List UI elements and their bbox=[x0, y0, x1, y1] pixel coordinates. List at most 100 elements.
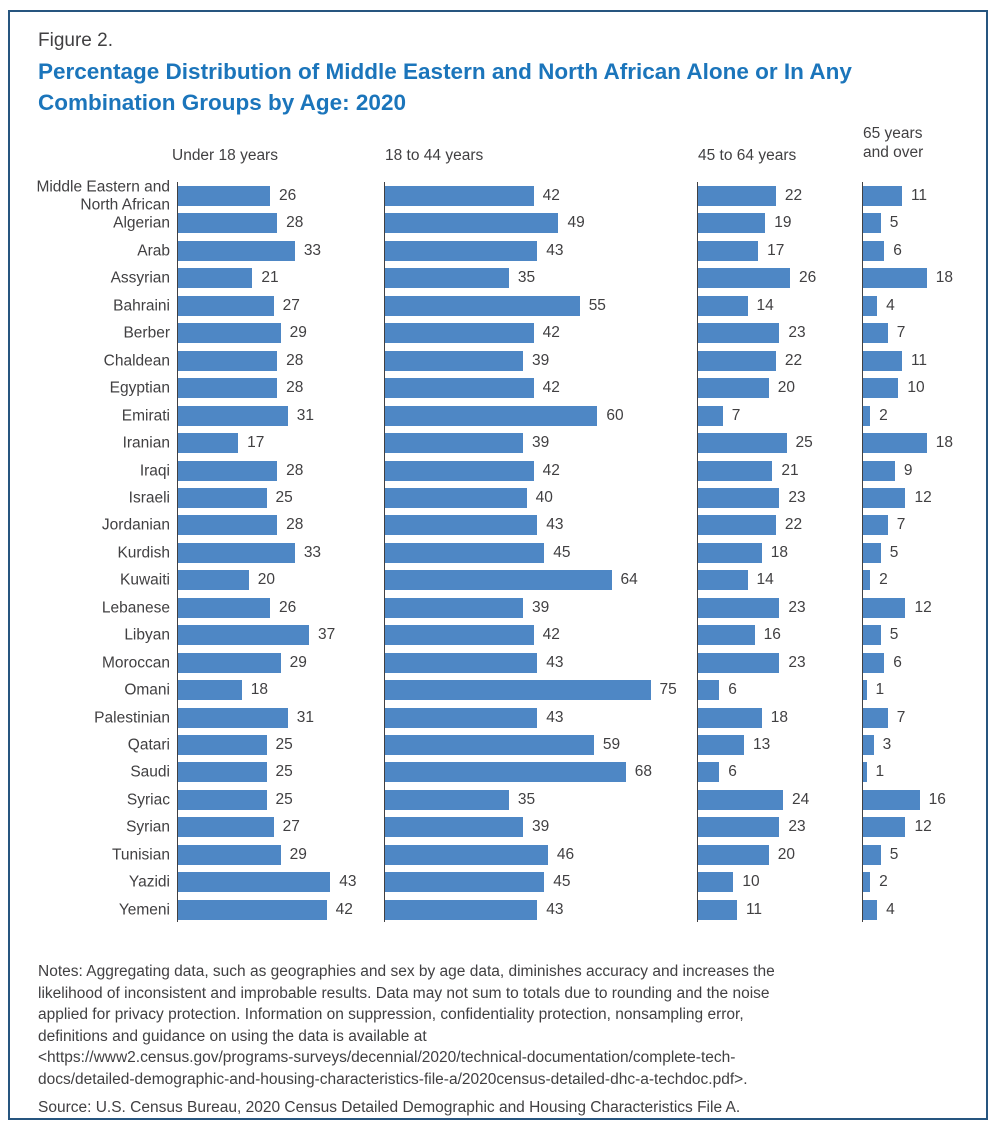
category-label: Bahraini bbox=[113, 297, 170, 315]
value-label: 18 bbox=[770, 708, 788, 726]
value-label: 25 bbox=[275, 488, 293, 506]
value-label: 5 bbox=[889, 626, 899, 644]
value-label: 55 bbox=[588, 296, 606, 314]
bar bbox=[698, 405, 723, 426]
value-label: 10 bbox=[907, 379, 925, 397]
value-label: 7 bbox=[731, 406, 741, 424]
value-label: 29 bbox=[289, 845, 307, 863]
value-label: 27 bbox=[282, 818, 300, 836]
bar bbox=[863, 213, 881, 234]
value-label: 21 bbox=[781, 461, 799, 479]
bar bbox=[385, 762, 626, 783]
bar bbox=[178, 762, 267, 783]
bar bbox=[698, 240, 759, 261]
value-label: 28 bbox=[286, 214, 304, 232]
bar bbox=[178, 789, 267, 810]
bar bbox=[178, 652, 281, 673]
value-label: 7 bbox=[896, 324, 906, 342]
bar bbox=[698, 817, 780, 838]
bar bbox=[863, 625, 881, 646]
notes-text: Notes: Aggregating data, such as geograp… bbox=[38, 963, 775, 980]
bar bbox=[863, 295, 878, 316]
bar bbox=[385, 817, 524, 838]
value-label: 20 bbox=[777, 845, 796, 863]
figure-title: Percentage Distribution of Middle Easter… bbox=[38, 59, 852, 115]
value-label: 26 bbox=[799, 269, 817, 287]
bar bbox=[863, 323, 888, 344]
bar bbox=[178, 844, 281, 865]
bar bbox=[385, 899, 538, 920]
category-label: Qatari bbox=[127, 736, 170, 754]
value-label: 35 bbox=[517, 269, 536, 287]
value-label: 2 bbox=[879, 406, 888, 424]
value-label: 42 bbox=[335, 900, 353, 918]
value-label: 43 bbox=[546, 653, 564, 671]
bar bbox=[178, 570, 249, 591]
value-label: 39 bbox=[532, 598, 550, 616]
value-label: 13 bbox=[753, 736, 771, 753]
value-label: 31 bbox=[296, 708, 314, 726]
bar bbox=[178, 625, 309, 646]
notes-text: likelihood of inconsistent and improbabl… bbox=[38, 984, 770, 1002]
value-label: 11 bbox=[910, 351, 928, 369]
value-label: 16 bbox=[928, 790, 946, 808]
bar bbox=[385, 542, 545, 563]
bar bbox=[863, 460, 895, 481]
bar bbox=[385, 460, 534, 481]
bar bbox=[385, 652, 538, 673]
bar bbox=[863, 680, 867, 701]
value-label: 18 bbox=[250, 681, 268, 699]
value-label: 31 bbox=[296, 406, 314, 424]
value-label: 75 bbox=[659, 681, 677, 699]
bar bbox=[178, 433, 239, 454]
bar bbox=[698, 762, 720, 783]
bar bbox=[178, 213, 278, 234]
value-label: 40 bbox=[535, 488, 553, 506]
bar bbox=[698, 268, 791, 289]
bar bbox=[385, 844, 548, 865]
value-label: 3 bbox=[882, 736, 892, 753]
value-label: 4 bbox=[886, 296, 895, 314]
value-label: 60 bbox=[606, 406, 624, 424]
bar bbox=[385, 872, 545, 893]
value-label: 59 bbox=[602, 736, 621, 753]
value-label: 5 bbox=[889, 845, 899, 863]
bar bbox=[863, 735, 874, 755]
bar bbox=[178, 872, 331, 893]
bar bbox=[385, 378, 534, 399]
value-label: 17 bbox=[767, 241, 785, 259]
bar bbox=[698, 460, 773, 481]
bar bbox=[178, 597, 271, 618]
value-label: 35 bbox=[517, 790, 536, 808]
value-label: 45 bbox=[553, 543, 571, 561]
value-label: 12 bbox=[914, 488, 932, 506]
value-label: 14 bbox=[756, 296, 774, 314]
bar bbox=[385, 597, 524, 618]
value-label: 23 bbox=[788, 818, 806, 836]
category-label: Jordanian bbox=[101, 516, 170, 534]
value-label: 19 bbox=[774, 214, 792, 232]
bar bbox=[863, 789, 920, 810]
bar bbox=[178, 680, 242, 701]
column-header-under-18: Under 18 years bbox=[172, 147, 278, 164]
value-label: 43 bbox=[546, 708, 564, 726]
value-label: 49 bbox=[567, 214, 585, 232]
bar bbox=[178, 350, 278, 371]
bar bbox=[385, 295, 580, 316]
column-header-18-to-44: 18 to 44 years bbox=[385, 147, 484, 164]
value-label: 37 bbox=[317, 626, 336, 644]
value-label: 7 bbox=[896, 516, 906, 534]
value-label: 20 bbox=[257, 571, 276, 589]
bar bbox=[178, 460, 278, 481]
category-label: Lebanese bbox=[101, 599, 170, 616]
category-label: Iranian bbox=[122, 434, 170, 452]
bar bbox=[385, 433, 524, 454]
figure-number: Figure 2. bbox=[38, 30, 113, 51]
bar bbox=[178, 405, 288, 426]
axis-line bbox=[384, 182, 385, 922]
bar bbox=[698, 570, 748, 591]
value-label: 28 bbox=[286, 516, 304, 534]
notes-block: Notes: Aggregating data, such as geograp… bbox=[38, 961, 968, 1119]
bar bbox=[698, 378, 769, 399]
